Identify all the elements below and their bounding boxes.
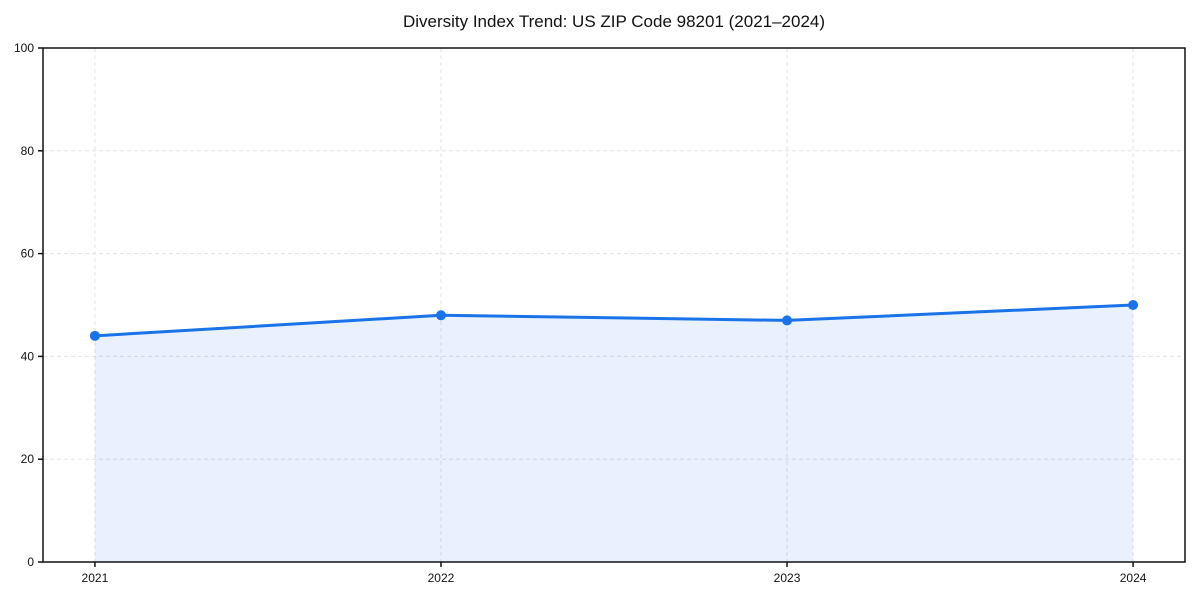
y-tick-label: 20 — [21, 452, 35, 466]
chart-title: Diversity Index Trend: US ZIP Code 98201… — [402, 12, 826, 31]
y-tick-label: 80 — [21, 144, 35, 158]
area-fill — [94, 305, 1134, 562]
y-tick-label: 100 — [14, 41, 34, 55]
x-tick-label: 2023 — [774, 571, 801, 585]
y-tick-label: 60 — [21, 247, 35, 261]
data-point-marker — [782, 315, 793, 326]
axis-spines — [42, 47, 1186, 563]
x-tick-label: 2022 — [428, 571, 455, 585]
trend-line — [93, 303, 1135, 338]
x-tick-label: 2021 — [82, 571, 109, 585]
y-tick-label: 40 — [21, 349, 35, 363]
data-point-marker — [89, 330, 100, 341]
data-point-marker — [1128, 300, 1139, 310]
x-tick-label: 2024 — [1120, 571, 1147, 585]
data-point-marker — [435, 310, 446, 321]
y-tick-label: 0 — [27, 555, 34, 569]
